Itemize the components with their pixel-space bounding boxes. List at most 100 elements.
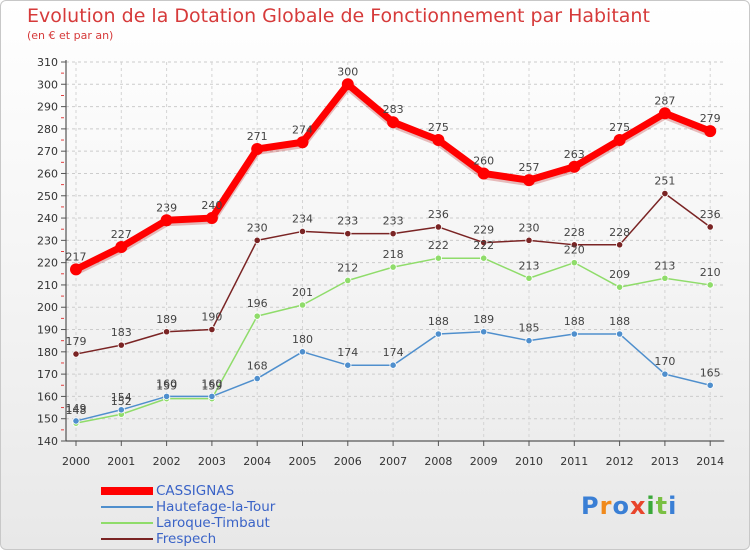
- data-label: 230: [519, 221, 540, 234]
- data-point: [706, 223, 714, 231]
- data-point: [160, 214, 173, 227]
- data-point: [615, 330, 624, 338]
- data-point: [115, 241, 128, 254]
- y-tick-label: 200: [37, 301, 58, 314]
- x-tick-label: 2004: [243, 455, 271, 468]
- data-label: 213: [654, 259, 675, 272]
- data-label: 183: [111, 326, 132, 339]
- data-label: 190: [201, 311, 222, 324]
- data-point: [661, 274, 669, 282]
- data-point: [432, 134, 445, 147]
- legend-label-hautefage-la-tour: Hautefage-la-Tour: [156, 499, 276, 515]
- data-point: [525, 236, 533, 244]
- x-tick-label: 2002: [153, 455, 181, 468]
- data-point: [434, 254, 442, 262]
- legend-label-cassignas: CASSIGNAS: [156, 483, 235, 499]
- data-point: [568, 160, 581, 173]
- logo-letter: o: [612, 492, 630, 520]
- x-tick-label: 2006: [334, 455, 362, 468]
- x-tick-label: 2010: [515, 455, 543, 468]
- data-labels: 179 183 189 190 230 234 233 233 236 229 230 228 228 2…: [66, 65, 721, 417]
- data-label: 149: [66, 402, 87, 415]
- data-label: 275: [428, 121, 449, 134]
- data-label: 188: [609, 315, 630, 328]
- data-point: [341, 78, 354, 91]
- data-label: 201: [292, 286, 313, 299]
- data-label: 260: [473, 154, 494, 167]
- legend-swatches: [101, 487, 153, 540]
- data-point: [661, 370, 669, 378]
- data-label: 275: [609, 121, 630, 134]
- x-tick-label: 2009: [470, 455, 498, 468]
- data-point: [344, 230, 352, 238]
- data-point: [251, 142, 264, 155]
- data-label: 210: [700, 266, 721, 279]
- data-point: [480, 254, 488, 262]
- data-label: 222: [473, 239, 494, 252]
- data-point: [253, 236, 261, 244]
- data-point: [70, 263, 82, 276]
- logo-letter: P: [581, 492, 600, 520]
- axes: [65, 60, 725, 442]
- data-point: [480, 328, 488, 336]
- data-label: 218: [383, 248, 404, 261]
- y-tick-label: 310: [37, 56, 58, 69]
- logo-letter: i: [646, 492, 656, 520]
- legend-label-frespech: Frespech: [156, 531, 217, 547]
- x-tick-label: 2011: [560, 455, 588, 468]
- data-point: [480, 238, 488, 247]
- data-label: 189: [473, 313, 494, 326]
- data-point: [298, 227, 307, 236]
- data-point: [117, 341, 125, 349]
- data-label: 233: [337, 215, 358, 228]
- x-tick-label: 2007: [379, 455, 407, 468]
- data-label: 233: [383, 215, 404, 228]
- data-point: [253, 374, 261, 383]
- data-point: [344, 276, 352, 285]
- data-point: [208, 392, 216, 401]
- data-label: 159: [156, 380, 177, 393]
- data-label: 228: [609, 226, 630, 239]
- data-label: 209: [609, 268, 630, 281]
- data-point: [613, 134, 626, 147]
- y-tick-label: 180: [37, 346, 58, 359]
- data-label: 189: [156, 313, 177, 326]
- data-point: [434, 330, 442, 338]
- legend-label-laroque-timbaut: Laroque-Timbaut: [156, 515, 270, 531]
- data-label: 257: [519, 161, 540, 174]
- y-tick-label: 140: [37, 435, 58, 448]
- data-point: [525, 337, 533, 345]
- y-tick-label: 270: [37, 145, 58, 158]
- data-label: 168: [247, 360, 268, 373]
- data-point: [389, 361, 397, 369]
- y-tick-label: 190: [37, 324, 58, 337]
- x-tick-label: 2000: [62, 455, 90, 468]
- data-point: [298, 348, 307, 356]
- chart-title: Evolution de la Dotation Globale de Fonc…: [27, 5, 650, 27]
- data-point: [389, 230, 397, 238]
- data-label: 174: [337, 346, 358, 359]
- x-tick-label: 2013: [651, 455, 679, 468]
- data-label: 228: [564, 226, 585, 239]
- logo-letter: r: [599, 492, 613, 520]
- data-label: 160: [156, 377, 177, 390]
- x-tick-label: 2008: [424, 455, 452, 468]
- data-label: 160: [201, 377, 222, 390]
- x-tick-label: 2012: [606, 455, 634, 468]
- data-label: 279: [700, 112, 721, 125]
- data-point: [434, 223, 442, 231]
- y-tick-label: 240: [37, 212, 58, 225]
- x-axis-ticks: 2000 2001 2002 2003 2004 2005 2006 2007 2008 2009…: [62, 441, 724, 468]
- y-tick-label: 260: [37, 167, 58, 180]
- data-point: [253, 312, 261, 320]
- data-label: 274: [292, 123, 313, 136]
- data-label: 239: [156, 201, 177, 214]
- data-point: [72, 350, 80, 358]
- data-label: 236: [700, 208, 721, 221]
- data-point: [658, 107, 671, 120]
- data-label: 188: [564, 315, 585, 328]
- y-tick-label: 250: [37, 190, 58, 203]
- data-label: 174: [383, 346, 404, 359]
